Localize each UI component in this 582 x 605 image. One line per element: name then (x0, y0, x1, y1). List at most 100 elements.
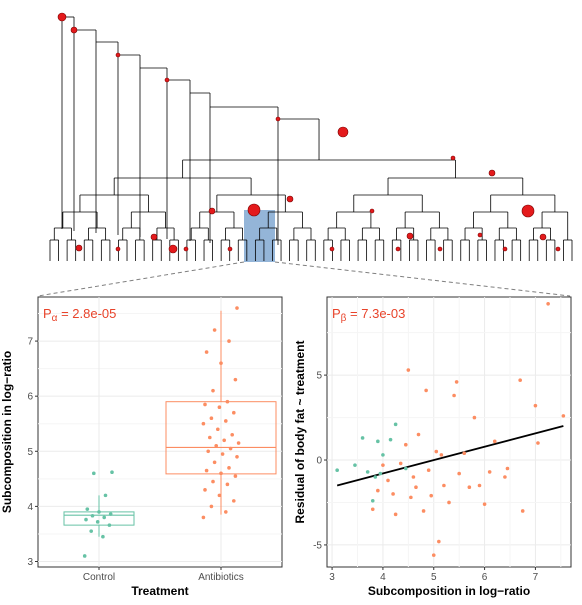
tree-node-marker (395, 246, 401, 252)
point-antibiotics (403, 442, 408, 447)
tree-node-marker (477, 232, 483, 238)
tree-node-marker (115, 246, 121, 252)
point-antibiotics (233, 377, 238, 382)
tree-node-marker (275, 116, 281, 122)
p-alpha-annotation: Pα = 2.8e-05 (43, 306, 116, 324)
zoom-connector-left (37, 261, 245, 297)
point-antibiotics (437, 539, 441, 544)
y-tick-label: 6 (27, 392, 33, 403)
tree-node-marker (150, 233, 158, 241)
tree-node-marker (57, 12, 67, 22)
point-control (90, 513, 95, 518)
point-antibiotics (224, 510, 228, 514)
grid (327, 297, 571, 567)
point-control (95, 520, 100, 524)
point-antibiotics (561, 414, 566, 418)
point-antibiotics (219, 361, 223, 365)
point-antibiotics (482, 502, 487, 506)
point-antibiotics (487, 470, 492, 474)
point-antibiotics (235, 454, 239, 459)
tree-node-marker (369, 208, 375, 214)
point-control (108, 512, 113, 516)
y-axis: 3 4 5 6 7 (27, 337, 38, 568)
tree-node-marker (183, 246, 189, 252)
tree-node-marker (406, 232, 414, 240)
points (82, 306, 241, 558)
point-control (365, 470, 370, 474)
x-tick-label: 6 (482, 572, 488, 583)
phylogenetic-tree (49, 12, 573, 262)
point-control (378, 471, 383, 476)
point-antibiotics (431, 553, 436, 557)
tree-node-marker (450, 155, 456, 161)
tree-node-marker (555, 246, 561, 252)
point-antibiotics (228, 446, 233, 451)
point-antibiotics (232, 499, 236, 503)
point-antibiotics (220, 452, 225, 456)
point-control (84, 517, 88, 522)
tree-node-marker (488, 169, 496, 177)
point-control (373, 475, 378, 479)
point-antibiotics (442, 483, 446, 488)
point-antibiotics (462, 451, 467, 456)
y-tick-label: 0 (316, 456, 322, 467)
point-antibiotics (424, 388, 428, 393)
point-control (110, 470, 114, 475)
x-tick-label: 4 (380, 572, 386, 583)
tree-node-marker (502, 246, 508, 252)
point-antibiotics (533, 403, 538, 408)
point-antibiotics (204, 468, 209, 473)
y-tick-label: 5 (27, 447, 33, 458)
point-antibiotics (225, 399, 230, 404)
point-antibiotics (398, 461, 403, 466)
point-antibiotics (447, 500, 451, 505)
point-control (103, 493, 108, 498)
point-antibiotics (203, 488, 207, 492)
x-tick-label: 7 (533, 572, 539, 583)
tree-node-marker (164, 77, 170, 83)
point-control (376, 439, 380, 444)
x-axis: Control Antibiotics (83, 567, 244, 583)
point-antibiotics (219, 471, 223, 476)
box-plot-panel: 3 4 5 6 7 Control Antibiotics Pα = 2.8e-05 Tr… (0, 296, 283, 598)
point-antibiotics (434, 449, 439, 454)
point-antibiotics (421, 509, 426, 513)
point-antibiotics (409, 495, 413, 500)
point-antibiotics (211, 388, 215, 393)
y-tick-label: 4 (27, 502, 33, 513)
point-control (97, 510, 101, 514)
point-control (85, 507, 90, 511)
zoom-connector-right (274, 261, 571, 297)
point-antibiotics (224, 419, 228, 423)
tree-node-marker (521, 204, 535, 218)
point-antibiotics (414, 485, 418, 489)
point-control (102, 515, 106, 520)
point-antibiotics (222, 438, 226, 443)
point-antibiotics (381, 463, 385, 467)
point-control (82, 554, 87, 558)
point-antibiotics (201, 515, 206, 520)
point-antibiotics (503, 475, 507, 479)
point-antibiotics (212, 460, 217, 465)
point-control (353, 463, 357, 467)
point-antibiotics (393, 512, 398, 517)
point-antibiotics (201, 421, 206, 426)
point-antibiotics (227, 466, 231, 470)
tree-node-marker (75, 244, 83, 252)
point-antibiotics (454, 380, 459, 384)
point-antibiotics (477, 483, 482, 488)
tree-node-marker (168, 244, 178, 254)
tree-node-marker (115, 52, 121, 58)
point-antibiotics (227, 339, 231, 343)
tree-node-marker (70, 26, 78, 34)
tree-node-marker (286, 195, 294, 203)
point-control (403, 466, 408, 471)
tree-node-marker (247, 203, 261, 217)
scatter-plot-panel: -5 0 5 3 4 5 6 7 Pβ = 7.3e-03 Subcomposition i… (293, 296, 572, 598)
p-beta-annotation: Pβ = 7.3e-03 (332, 306, 405, 324)
grid (38, 297, 282, 567)
x-tick-label: 5 (431, 572, 437, 583)
point-antibiotics (505, 466, 510, 471)
y-axis-title: Subcomposition in log−ratio (0, 351, 14, 513)
